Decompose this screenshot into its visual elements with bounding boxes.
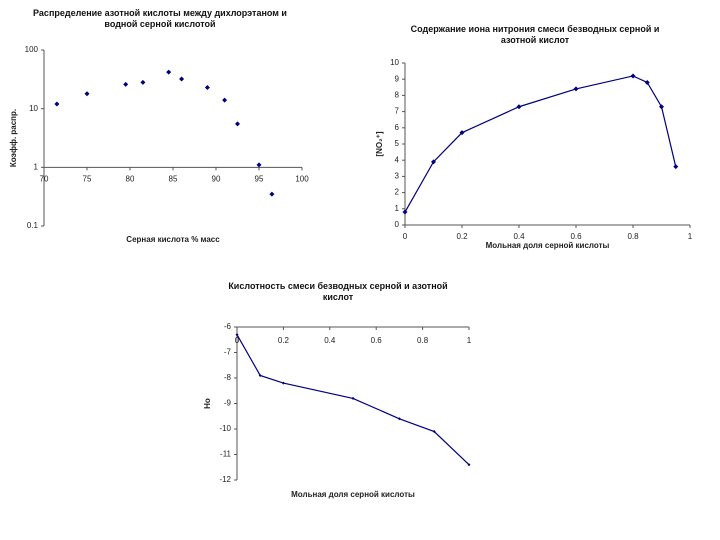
point <box>256 162 262 168</box>
x-tick-label: 100 <box>295 174 309 183</box>
point <box>659 104 664 110</box>
point <box>166 69 172 75</box>
point <box>54 101 60 107</box>
point <box>179 76 185 82</box>
point <box>459 130 465 136</box>
point <box>516 104 522 110</box>
point <box>140 79 146 85</box>
x-tick-label: 0.2 <box>278 336 290 345</box>
point <box>123 81 129 87</box>
y-axis-label: Ho <box>203 398 212 409</box>
y-axis-label: [NO₂⁺] <box>375 131 384 156</box>
line <box>404 75 677 213</box>
y-tick-label: 7 <box>395 107 400 116</box>
y-tick-label: -7 <box>224 348 232 357</box>
x-tick-label: 0.4 <box>513 232 525 241</box>
point <box>673 164 679 170</box>
y-tick-label: 10 <box>390 58 399 67</box>
y-tick-label: 3 <box>395 172 400 181</box>
point <box>573 86 579 92</box>
chart-title: Распределение азотной кислоты между дихл… <box>33 8 287 29</box>
y-tick-label: 1 <box>395 204 400 213</box>
point <box>235 121 240 127</box>
y-tick-label: -9 <box>224 399 232 408</box>
x-tick-label: 80 <box>126 174 135 183</box>
x-tick-label: 85 <box>169 174 178 183</box>
point <box>351 396 355 400</box>
point <box>84 91 90 97</box>
x-tick-label: 1 <box>688 232 693 241</box>
point <box>431 159 436 165</box>
x-tick-label: 95 <box>255 174 264 183</box>
y-tick-label: 100 <box>25 45 39 54</box>
point <box>432 430 436 434</box>
x-axis-label: Мольная доля серной кислоты <box>291 490 415 499</box>
y-tick-label: -11 <box>220 450 232 459</box>
x-tick-label: 75 <box>83 174 92 183</box>
point <box>630 73 636 79</box>
point <box>644 79 650 85</box>
x-axis-label: Мольная доля серной кислоты <box>486 241 610 250</box>
chart-title: Содержание иона нитрония смеси безводных… <box>410 24 660 45</box>
y-tick-label: 10 <box>29 104 38 113</box>
x-axis-label: Серная кислота % масс <box>126 235 220 244</box>
point <box>235 333 239 337</box>
x-tick-label: 0.8 <box>417 336 429 345</box>
y-tick-label: -12 <box>219 475 231 484</box>
point <box>467 463 471 467</box>
x-tick-label: 0 <box>403 232 408 241</box>
chart-title: Кислотность смеси безводных серной и азо… <box>228 281 448 302</box>
y-axis-label: Коэфф. распр. <box>9 109 18 167</box>
y-tick-label: -8 <box>224 373 232 382</box>
x-tick-label: 0.4 <box>324 336 336 345</box>
x-tick-label: 70 <box>40 174 49 183</box>
y-tick-label: 9 <box>395 74 400 83</box>
y-tick-label: 8 <box>395 91 400 100</box>
y-tick-label: -10 <box>219 424 231 433</box>
point <box>204 84 210 90</box>
point <box>397 417 401 421</box>
point <box>269 191 275 197</box>
x-tick-label: 0.6 <box>570 232 582 241</box>
x-tick-label: 1 <box>467 336 472 345</box>
y-tick-label: -6 <box>224 322 232 331</box>
point <box>222 97 228 103</box>
x-tick-label: 0 <box>235 336 240 345</box>
point <box>281 381 285 385</box>
x-tick-label: 0.6 <box>371 336 383 345</box>
x-tick-label: 0.2 <box>456 232 468 241</box>
x-tick-label: 0.8 <box>627 232 639 241</box>
y-tick-label: 5 <box>395 139 400 148</box>
x-tick-label: 90 <box>212 174 221 183</box>
y-tick-label: 6 <box>395 123 400 132</box>
y-tick-label: 4 <box>395 155 400 164</box>
y-tick-label: 2 <box>395 188 400 197</box>
y-tick-label: 1 <box>34 162 39 171</box>
y-tick-label: 0.1 <box>27 221 39 230</box>
y-tick-label: 0 <box>395 220 400 229</box>
point <box>402 209 408 215</box>
point <box>258 373 262 377</box>
